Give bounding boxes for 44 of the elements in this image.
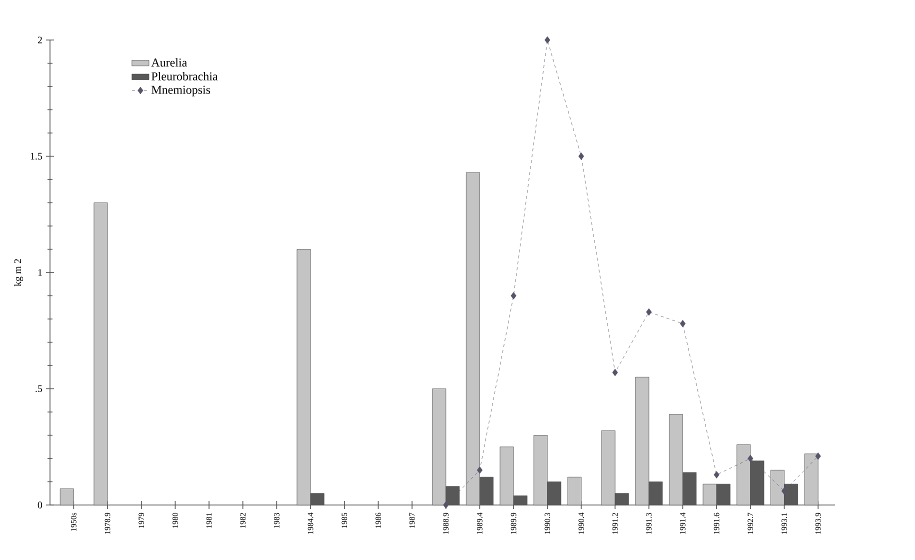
x-tick-label: 1990.3 bbox=[544, 512, 550, 534]
y-tick-label: 1 bbox=[38, 269, 42, 276]
point bbox=[714, 471, 720, 478]
y-tick-label: .5 bbox=[36, 385, 42, 392]
x-tick-label: 1989.4 bbox=[477, 512, 482, 534]
x-tick-label: 1985 bbox=[342, 512, 348, 528]
x-tick-label: 1980 bbox=[172, 512, 178, 528]
point bbox=[781, 487, 788, 495]
x-tick-label: 1991.2 bbox=[612, 512, 618, 534]
x-tick-label: 1987 bbox=[409, 512, 415, 528]
x-tick-label: 1993.1 bbox=[782, 513, 787, 534]
x-tick-label: 1991.6 bbox=[714, 512, 720, 534]
point bbox=[748, 454, 754, 462]
x-tick-label: 1992.7 bbox=[748, 512, 754, 534]
x-tick-label: 1988.9 bbox=[443, 512, 449, 534]
x-tick-label: 1991.4 bbox=[680, 512, 686, 534]
point bbox=[443, 501, 449, 509]
y-tick-label: 1.5 bbox=[30, 152, 42, 160]
x-tick-label: 1989.9 bbox=[510, 512, 516, 534]
point bbox=[646, 308, 652, 316]
point bbox=[544, 36, 550, 44]
x-tick-label: 1983 bbox=[274, 512, 280, 528]
legend-label: Aurelia bbox=[151, 58, 187, 67]
point bbox=[578, 152, 584, 160]
x-tick-label: 1981 bbox=[206, 513, 212, 528]
x-tick-label: 1991.3 bbox=[646, 512, 652, 534]
x-tick-label: 1993.9 bbox=[815, 512, 821, 534]
point bbox=[476, 466, 483, 474]
x-tick-label: 1990.4 bbox=[578, 512, 584, 534]
x-tick-label: 1982 bbox=[240, 512, 246, 528]
y-tick-label: 2 bbox=[38, 36, 42, 44]
point bbox=[680, 320, 686, 328]
point bbox=[510, 292, 516, 300]
y-tick-label: 0 bbox=[38, 502, 42, 508]
point bbox=[612, 368, 618, 376]
x-tick-label: 1950s bbox=[70, 512, 76, 531]
legend-label: Mnemiopsis bbox=[152, 86, 210, 96]
x-tick-label: 1984.4 bbox=[308, 512, 314, 534]
point bbox=[815, 452, 821, 460]
x-tick-label: 1986 bbox=[376, 512, 381, 528]
y-axis-title: kg m 2 bbox=[14, 259, 24, 286]
x-tick-label: 1979 bbox=[138, 512, 144, 528]
x-tick-label: 1978.9 bbox=[104, 512, 110, 534]
legend-label: Pleurobrachia bbox=[152, 72, 218, 80]
